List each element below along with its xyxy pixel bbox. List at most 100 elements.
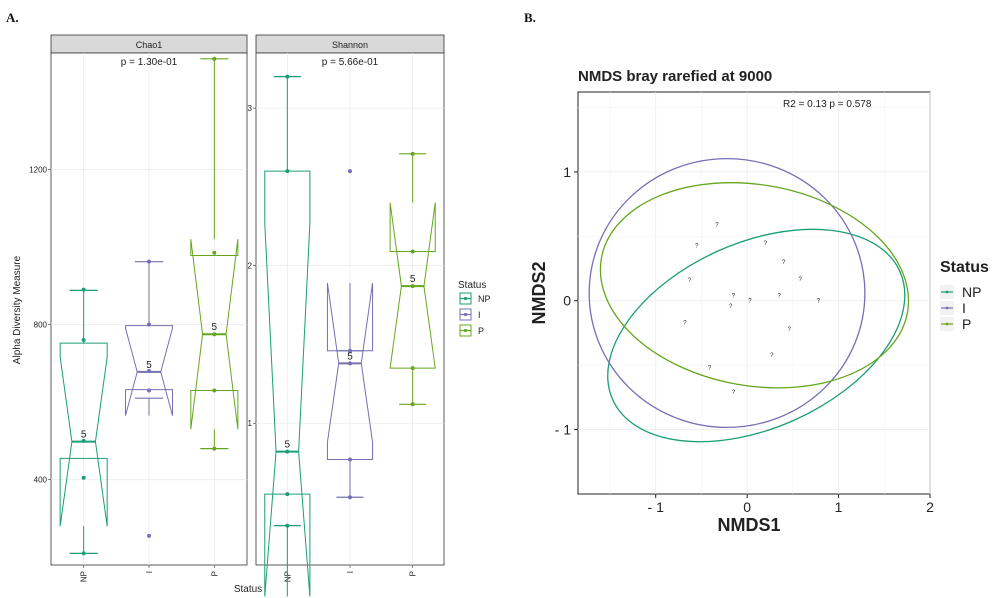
data-point <box>81 287 86 292</box>
scatter-point: ? <box>708 366 712 372</box>
alpha-xlabel: Status <box>234 584 262 595</box>
legend-a-label: P <box>478 326 484 336</box>
legend-b-label: P <box>962 316 971 332</box>
scatter-point: ? <box>729 304 733 310</box>
data-point <box>147 259 151 264</box>
data-point <box>348 495 352 500</box>
data-point <box>81 551 86 556</box>
scatter-point: ? <box>788 327 792 333</box>
x-tick-label-p: P <box>409 571 418 576</box>
y-tick-label: 1 <box>248 419 253 428</box>
nmds-x-tick-label: 1 <box>835 499 843 515</box>
box-np: 5 <box>59 287 108 556</box>
data-point <box>348 348 352 353</box>
nmds-x-tick-label: 2 <box>926 499 934 515</box>
series-p: ????? <box>599 182 910 389</box>
box-body <box>124 325 174 416</box>
legend-b-dot <box>945 290 949 294</box>
data-point <box>147 388 151 393</box>
data-point <box>348 457 352 462</box>
scatter-point: ? <box>817 299 821 305</box>
legend-b-title: Status <box>940 259 989 276</box>
data-point <box>410 366 415 371</box>
legend-a-dot <box>463 328 468 333</box>
n-label: 5 <box>347 351 353 362</box>
legend-a-key-i: I <box>459 308 481 321</box>
data-point <box>147 533 151 538</box>
shannon-facet: Shannon 123NPIP p = 5.66e-01 555 <box>248 34 445 597</box>
confidence-ellipse-np <box>607 228 906 443</box>
nmds-xlabel: NMDS1 <box>717 515 780 535</box>
box-body <box>326 282 374 460</box>
scatter-point: ? <box>798 277 802 283</box>
chao1-facet: Chao1 400 800 1200 NP I P p = 1.30e-01 5 5 5 <box>29 34 248 582</box>
scatter-point: ? <box>715 223 719 229</box>
legend-b-label: I <box>962 300 966 316</box>
panel-b-label: B. <box>524 10 536 25</box>
data-point <box>285 74 290 79</box>
data-point <box>147 369 151 374</box>
y-tick-label: 1200 <box>29 165 47 174</box>
nmds-ylabel: NMDS2 <box>529 261 549 324</box>
n-label: 5 <box>410 274 416 285</box>
legend-a-key-np: NP <box>459 292 491 305</box>
y-tick-label: 400 <box>34 476 48 485</box>
legend-a-key-p: P <box>459 324 484 337</box>
data-point <box>212 388 217 393</box>
data-point <box>147 322 151 327</box>
data-point <box>410 151 415 156</box>
shannon-strip-title: Shannon <box>332 40 368 50</box>
chao1-pvalue: p = 1.30e-01 <box>121 57 178 68</box>
box-body <box>264 170 311 597</box>
y-tick-label: 800 <box>34 321 48 330</box>
n-label: 5 <box>212 322 218 333</box>
nmds-title: NMDS bray rarefied at 9000 <box>578 68 772 85</box>
legend-b-label: NP <box>962 284 981 300</box>
series-np: ??????? <box>607 228 906 443</box>
legend-a-label: I <box>478 310 481 320</box>
nmds-y-tick-label: 0 <box>563 293 571 309</box>
scatter-point: ? <box>732 390 736 396</box>
data-point <box>285 492 290 497</box>
legend-b-key-np: NP <box>940 284 981 300</box>
data-point <box>212 56 217 61</box>
data-point <box>285 169 290 174</box>
shannon-pvalue: p = 5.66e-01 <box>322 57 379 68</box>
x-tick-label-i: I <box>346 571 355 573</box>
legend-b-key-p: P <box>940 316 971 332</box>
scatter-point: ? <box>782 260 786 266</box>
data-point <box>212 332 217 337</box>
data-point <box>285 523 290 528</box>
legend-a-label: NP <box>478 294 491 304</box>
box-p: 5 <box>190 56 239 451</box>
n-label: 5 <box>146 360 152 371</box>
data-point <box>81 438 86 443</box>
box-body <box>190 239 239 430</box>
scatter-point: ? <box>770 353 774 359</box>
data-point <box>81 338 86 343</box>
legend-a: Status NP IP <box>458 280 491 337</box>
n-label: 5 <box>285 440 291 451</box>
x-tick-label-p: P <box>210 571 219 576</box>
confidence-ellipse-i <box>588 157 866 429</box>
box-np: 5 <box>264 74 311 597</box>
legend-b-key-i: I <box>940 300 966 316</box>
data-point <box>212 250 217 255</box>
x-tick-label-i: I <box>145 571 154 573</box>
data-point <box>410 284 415 289</box>
scatter-point: ? <box>688 278 692 284</box>
box-p: 5 <box>389 151 436 407</box>
box-body <box>389 202 436 369</box>
data-point <box>285 449 290 454</box>
scatter-point: ? <box>732 294 736 300</box>
data-point <box>348 361 352 366</box>
nmds-y-tick-label: - 1 <box>555 422 572 438</box>
legend-a-dot <box>463 296 468 301</box>
data-point <box>410 402 415 407</box>
y-tick-label: 2 <box>248 262 253 271</box>
nmds-x-tick-label: - 1 <box>648 499 665 515</box>
box-i: 5 <box>124 259 174 538</box>
scatter-point: ? <box>764 241 768 247</box>
data-point <box>410 249 415 254</box>
